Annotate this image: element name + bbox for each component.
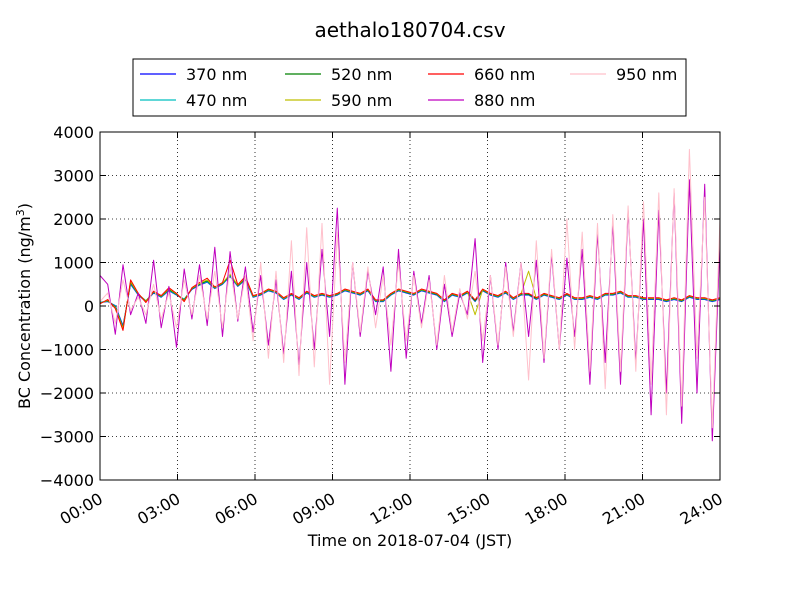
y-tick-label: 2000 xyxy=(53,210,94,229)
legend-label: 660 nm xyxy=(474,65,535,84)
legend-label: 520 nm xyxy=(331,65,392,84)
y-tick-label: −4000 xyxy=(40,471,94,490)
series-lines xyxy=(99,148,721,442)
legend-label: 590 nm xyxy=(331,91,392,110)
y-tick-label: 1000 xyxy=(53,254,94,273)
chart-title: aethalo180704.csv xyxy=(314,18,505,42)
legend-label: 950 nm xyxy=(616,65,677,84)
y-tick-label: 4000 xyxy=(53,123,94,142)
legend-label: 880 nm xyxy=(474,91,535,110)
x-axis-label: Time on 2018-07-04 (JST) xyxy=(307,531,512,550)
legend: 370 nm 470 nm 520 nm 590 nm 660 nm 880 nm 950 … xyxy=(132,58,687,117)
y-tick-label: −1000 xyxy=(40,341,94,360)
series-line-950-nm xyxy=(99,148,721,429)
y-tick-label: 0 xyxy=(84,297,94,316)
legend-label: 370 nm xyxy=(186,65,247,84)
y-axis-label: BC Concentration (ng/m3) xyxy=(14,203,34,409)
y-tick-label: −3000 xyxy=(40,428,94,447)
legend-frame xyxy=(132,58,687,117)
y-tick-label: −2000 xyxy=(40,384,94,403)
y-tick-label: 3000 xyxy=(53,167,94,186)
legend-entries: 370 nm 470 nm 520 nm 590 nm 660 nm 880 nm 950 … xyxy=(140,65,677,110)
y-axis-label-close: ) xyxy=(15,203,34,209)
y-axis-label-main: BC Concentration (ng/m xyxy=(15,216,34,409)
y-axis-label-superscript: 3 xyxy=(14,209,27,216)
y-axis: 4000 3000 2000 1000 0 −1000 −2000 −3000 −4000 xyxy=(40,123,720,490)
legend-label: 470 nm xyxy=(186,91,247,110)
